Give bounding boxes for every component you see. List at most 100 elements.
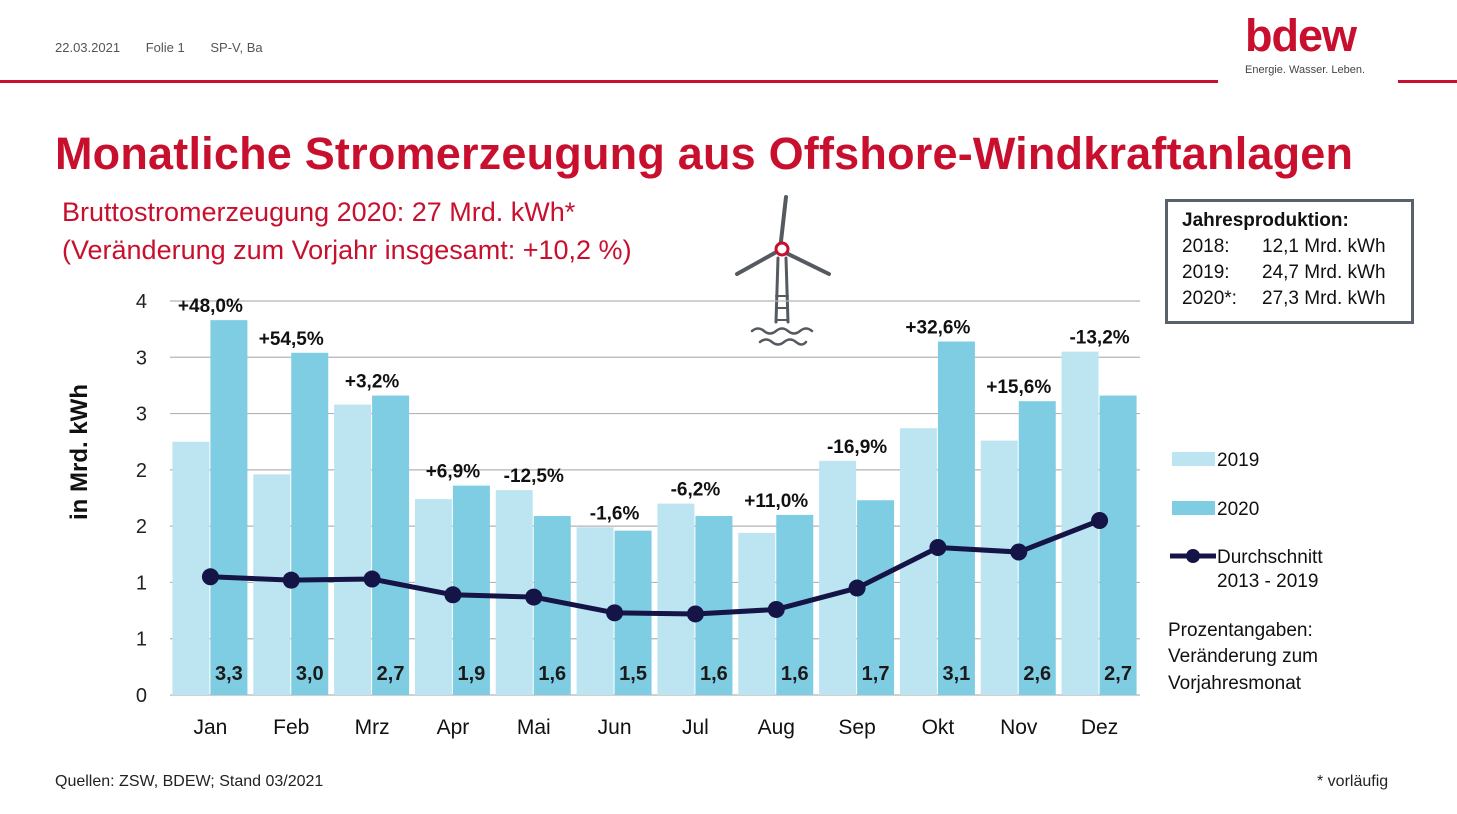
bar-2019 [334,404,372,695]
bar-value-label: 1,9 [458,663,486,685]
change-label: +32,6% [905,318,970,339]
bar-value-label: 1,6 [700,663,728,685]
y-axis-label: in Mrd. kWh [66,384,93,520]
bdew-logo: bdew Energie. Wasser. Leben. [1245,12,1375,77]
average-point [363,570,381,588]
header-rule-right [1398,80,1457,83]
average-point [767,600,785,618]
legend-note: Prozentangaben: [1168,620,1313,641]
x-tick-label: Aug [758,716,795,739]
bar-value-label: 3,0 [296,663,324,685]
bar-value-label: 3,1 [943,663,971,685]
x-tick-label: Jan [193,716,227,739]
change-label: +15,6% [986,377,1051,398]
x-tick-label: Jun [598,716,632,739]
chart-labels: 0 1 1 2 2 3 3 4 in Mrd. kWh 3,3 +48,0% Jan 3,0 +54,5%… [66,291,1132,739]
bar-2020 [857,500,895,695]
infobox-value: 27,3 Mrd. kWh [1262,288,1386,309]
change-label: -6,2% [671,480,721,501]
footer-note: * vorläufig [1317,773,1389,790]
subtitle-change: (Veränderung zum Vorjahr insgesamt: +10,… [62,235,632,265]
x-tick-label: Sep [838,716,875,739]
change-label: +54,5% [259,329,324,350]
y-tick-label: 3 [136,347,147,369]
bar-value-label: 1,6 [781,663,809,685]
y-tick-label: 2 [136,460,147,482]
bar-2020 [695,516,733,695]
infobox-year: 2019: [1182,262,1230,283]
bar-2020 [210,320,248,695]
x-tick-label: Mai [517,716,551,739]
infobox-year: 2020*: [1182,288,1237,309]
bar-value-label: 1,7 [862,663,890,685]
footer-sources: Quellen: ZSW, BDEW; Stand 03/2021 [55,773,324,790]
bar-2019 [819,460,857,695]
bar-2020 [937,341,975,695]
series-2020-bars [210,320,1137,695]
infobox-title: Jahresproduktion: [1182,210,1349,231]
legend-marker-average [1186,549,1200,563]
x-tick-label: Jul [682,716,709,739]
y-tick-label: 4 [136,291,147,313]
y-tick-label: 1 [136,629,147,651]
change-label: -1,6% [590,503,640,524]
legend-swatch-2019 [1172,452,1215,466]
legend-label-2020: 2020 [1217,499,1259,520]
change-label: -13,2% [1069,328,1129,349]
series-average-line [201,512,1109,623]
infobox-row: 2018: 12,1 Mrd. kWh [1182,234,1397,260]
bar-value-label: 1,6 [538,663,566,685]
x-tick-label: Dez [1081,716,1118,739]
x-tick-label: Feb [273,716,309,739]
x-tick-label: Nov [1000,716,1038,739]
series-2019-bars [172,351,1099,695]
page-title: Monatliche Stromerzeugung aus Offshore-W… [55,128,1354,179]
average-point [606,604,624,622]
y-tick-label: 1 [136,572,147,594]
header-rule-left [0,80,1218,83]
legend-note: Vorjahresmonat [1168,673,1302,694]
slide-date: 22.03.2021 [55,40,121,55]
infobox-row: 2020*: 27,3 Mrd. kWh [1182,286,1397,312]
infobox-value: 12,1 Mrd. kWh [1262,236,1386,257]
change-label: -12,5% [504,466,564,487]
average-line [210,518,1101,617]
x-tick-label: Mrz [355,716,390,739]
legend-label-2019: 2019 [1217,450,1259,471]
change-label: +48,0% [178,296,243,317]
bar-2020 [372,395,410,695]
gridlines [170,300,1140,696]
chart-legend: 2019 2020 Durchschnitt 2013 - 2019 Prozentan… [1168,450,1323,694]
legend-label-average: Durchschnitt [1217,547,1323,568]
average-point [282,571,300,589]
infobox-value: 24,7 Mrd. kWh [1262,262,1386,283]
slide-number: Folie 1 [145,40,185,55]
average-point [929,539,947,557]
average-point [201,568,219,586]
average-point [444,586,462,604]
change-label: -16,9% [827,437,887,458]
bar-2019 [172,441,210,695]
y-tick-label: 2 [136,516,147,538]
bar-value-label: 2,7 [1104,663,1132,685]
legend-swatch-2020 [1172,501,1215,515]
change-label: +11,0% [744,491,808,512]
infobox-year: 2018: [1182,236,1230,257]
wind-turbine-icon [735,195,831,346]
legend-label-average-period: 2013 - 2019 [1217,571,1318,592]
average-point [686,605,704,623]
x-tick-label: Apr [437,716,470,739]
slide-meta: 22.03.2021 Folie 1 SP-V, Ba [55,40,285,55]
average-point [1010,543,1028,561]
bar-2019 [980,440,1018,695]
bar-2019 [657,503,695,695]
subtitle-production: Bruttostromerzeugung 2020: 27 Mrd. kWh* [62,197,576,227]
x-tick-label: Okt [922,716,955,739]
annual-production-box: Jahresproduktion: 2018: 12,1 Mrd. kWh 20… [1165,199,1414,324]
y-tick-label: 0 [136,685,147,707]
logo-tagline: Energie. Wasser. Leben. [1245,64,1366,76]
bar-value-label: 3,3 [215,663,243,685]
average-point [848,579,866,597]
legend-note: Veränderung zum [1168,646,1318,667]
